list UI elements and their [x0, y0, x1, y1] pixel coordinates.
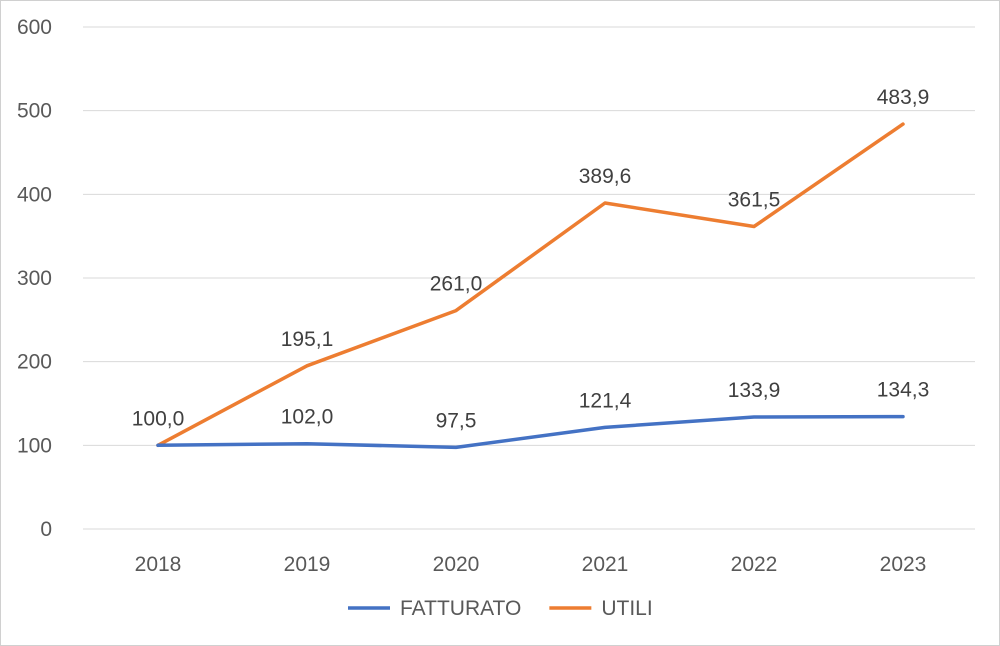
series-line-utili — [156, 122, 905, 448]
x-tick-label: 2018 — [135, 553, 182, 576]
y-tick-label: 500 — [17, 100, 52, 123]
data-labels: 100,0 102,0 97,5 121,4 133,9 134,3 195,1 261,0 3… — [132, 86, 930, 432]
x-tick-label: 2020 — [433, 553, 480, 576]
data-label: 361,5 — [728, 189, 781, 212]
series-lines — [156, 122, 905, 450]
y-tick-label: 100 — [17, 434, 52, 457]
y-tick-label: 600 — [17, 16, 52, 39]
y-tick-label: 200 — [17, 351, 52, 374]
data-label: 102,0 — [281, 406, 334, 429]
x-axis-ticks: 2018 2019 2020 2021 2022 2023 — [135, 553, 927, 576]
data-label: 261,0 — [430, 273, 483, 296]
y-axis-ticks: 0 100 200 300 400 500 600 — [17, 16, 52, 541]
gridlines — [83, 26, 975, 530]
data-label: 121,4 — [579, 389, 632, 412]
data-label: 97,5 — [436, 409, 477, 432]
y-tick-label: 300 — [17, 267, 52, 290]
data-label: 483,9 — [877, 86, 930, 109]
x-tick-label: 2023 — [880, 553, 927, 576]
data-label: 134,3 — [877, 379, 930, 402]
legend-label-fatturato: FATTURATO — [400, 597, 521, 620]
series-line-fatturato — [156, 414, 905, 450]
legend-label-utili: UTILI — [601, 597, 652, 620]
x-tick-label: 2021 — [582, 553, 629, 576]
data-label: 195,1 — [281, 328, 334, 351]
y-tick-label: 0 — [40, 518, 52, 541]
data-label: 100,0 — [132, 407, 185, 430]
data-label: 389,6 — [579, 165, 632, 188]
legend: FATTURATO UTILI — [348, 597, 653, 620]
y-tick-label: 400 — [17, 183, 52, 206]
data-label: 133,9 — [728, 379, 781, 402]
x-tick-label: 2019 — [284, 553, 331, 576]
x-tick-label: 2022 — [731, 553, 778, 576]
